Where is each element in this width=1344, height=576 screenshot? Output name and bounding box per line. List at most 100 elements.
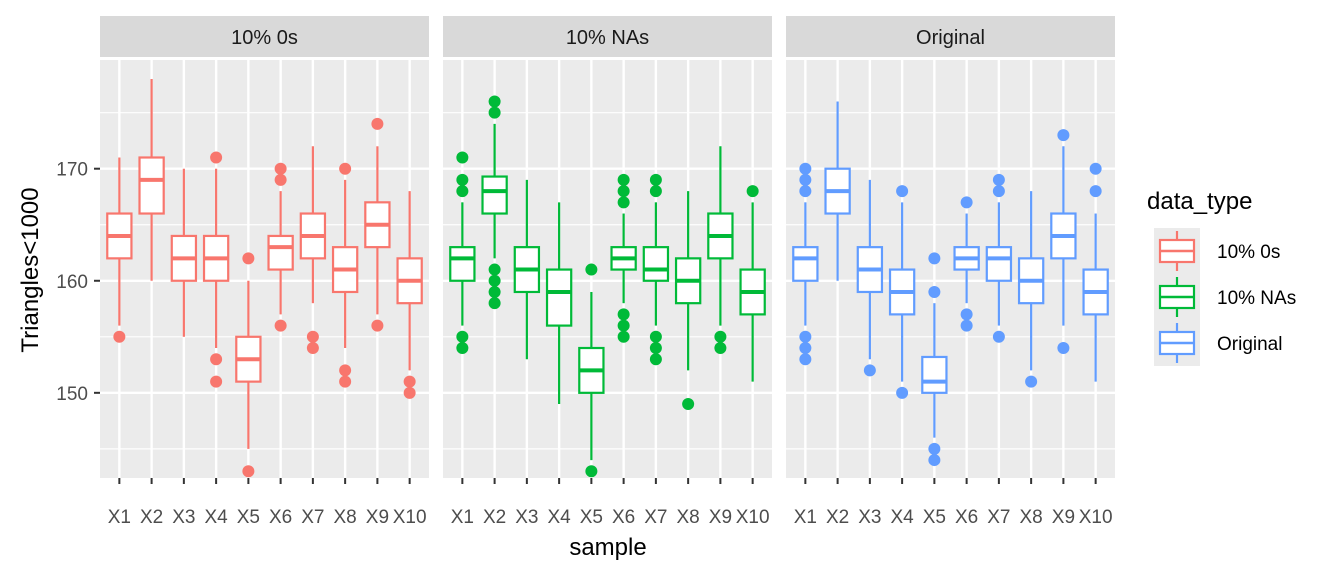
x-axis-title: sample [569,534,646,561]
x-tick-label: X1 [451,507,474,528]
y-tick-label: 160 [56,272,88,293]
outlier-point [799,342,812,355]
outlier-point [992,173,1005,186]
outlier-point [488,285,501,298]
x-tick-label: X4 [890,507,914,528]
outlier-point [617,319,630,332]
box-X7 [299,146,327,355]
panel-background [100,60,429,478]
x-tick-label: X7 [644,507,667,528]
y-tick-label: 170 [56,160,88,181]
outlier-point [306,342,319,355]
x-tick-label: X5 [237,507,260,528]
outlier-point [242,252,255,265]
outlier-point [210,375,223,388]
box-X6 [953,196,980,332]
outlier-point [488,297,501,310]
outlier-point [896,185,909,198]
box-X2 [481,95,508,310]
outlier-point [863,364,876,377]
x-tick-label: X10 [1079,507,1113,528]
outlier-point [488,95,501,108]
box-X1 [792,162,819,366]
outlier-point [649,330,662,343]
box-iqr [642,246,670,282]
outlier-point [403,386,416,399]
box-iqr [792,246,819,282]
outlier-point [403,375,416,388]
x-tick-label: X4 [547,507,571,528]
panel-background [786,60,1115,478]
outlier-point [456,330,469,343]
outlier-point [1057,129,1070,142]
outlier-point [617,196,630,209]
x-tick-label: X9 [1052,507,1075,528]
box-X8 [331,162,359,388]
strip-label: Original [916,27,985,49]
x-tick-label: X8 [334,507,357,528]
x-tick-label: X5 [923,507,946,528]
panel-10-0s: 10% 0s X1 X2 X3 X4 X5 X6 X7 X8 X9 X10 [100,16,429,528]
x-tick-label: X3 [172,507,195,528]
y-tick-label: 150 [56,384,88,405]
x-tick-label: X9 [709,507,732,528]
x-tick-label: X10 [393,507,427,528]
box-X10 [1082,162,1109,382]
outlier-point [746,185,759,198]
legend-label: 10% 0s [1217,242,1280,263]
outlier-point [488,274,501,287]
strip-label: 10% 0s [231,27,298,49]
box-X4 [202,151,230,388]
outlier-point [682,398,695,411]
x-tick-label: X2 [483,507,506,528]
x-tick-label: X7 [301,507,324,528]
outlier-point [456,151,469,164]
outlier-point [799,162,812,175]
legend-label: 10% NAs [1217,288,1296,309]
outlier-point [928,285,941,298]
outlier-point [339,162,352,175]
x-tick-label: X3 [515,507,538,528]
outlier-point [456,342,469,355]
box-X10 [739,185,766,382]
outlier-point [714,342,727,355]
outlier-point [649,173,662,186]
x-tick-label: X8 [1020,507,1043,528]
outlier-point [992,330,1005,343]
x-tick-label: X10 [736,507,770,528]
x-tick-label: X4 [204,507,228,528]
box-X1 [449,151,476,355]
x-tick-label: X6 [612,507,635,528]
strip-background [786,16,1115,57]
x-tick-label: X6 [269,507,292,528]
outlier-point [617,308,630,321]
outlier-point [456,173,469,186]
strip-background [100,16,429,57]
outlier-point [714,330,727,343]
legend-entry: 10% 0s [1154,228,1280,274]
box-iqr [985,246,1013,282]
outlier-point [339,375,352,388]
x-tick-label: X8 [677,507,700,528]
x-tick-label: X5 [580,507,603,528]
box-X9 [364,117,391,332]
box-X9 [1050,129,1077,355]
box-iqr [267,234,294,271]
box-X5 [235,252,262,478]
outlier-point [649,353,662,366]
box-X3 [856,179,884,377]
x-tick-label: X1 [794,507,817,528]
x-tick-label: X7 [987,507,1010,528]
outlier-point [928,454,941,467]
box-iqr [545,268,573,327]
outlier-point [488,263,501,276]
outlier-point [799,185,812,198]
box-iqr [449,246,476,282]
x-tick-label: X9 [366,507,389,528]
outlier-point [799,330,812,343]
outlier-point [585,465,598,478]
x-tick-label: X6 [955,507,978,528]
x-tick-label: X2 [140,507,163,528]
